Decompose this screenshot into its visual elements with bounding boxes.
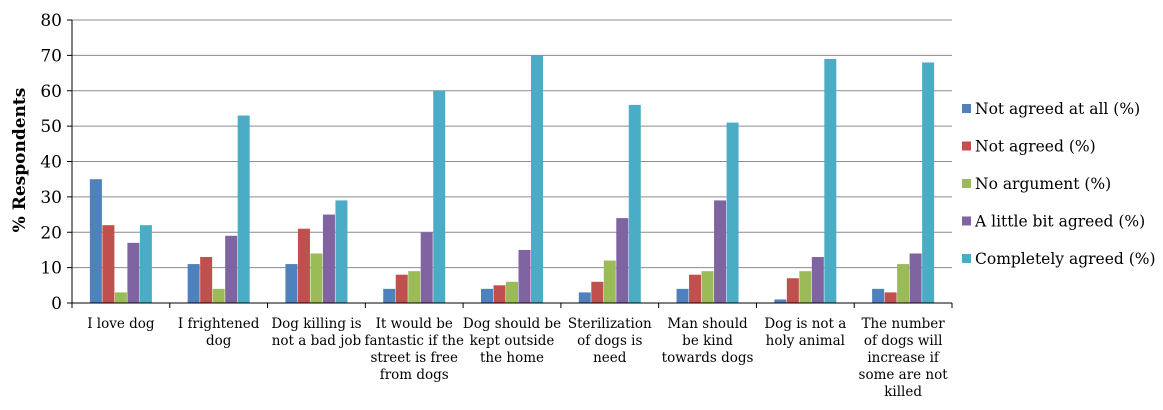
legend-label: Completely agreed (%)	[975, 250, 1156, 268]
legend-swatch	[962, 179, 971, 188]
bar	[335, 200, 348, 303]
x-category-labels: I love dog I frightened dog Dog killing is n…	[87, 316, 948, 400]
legend-label: Not agreed (%)	[975, 138, 1096, 156]
bar	[433, 90, 446, 303]
bar	[578, 292, 591, 303]
x-category-label: The number of dogs will increase if some ar…	[859, 316, 949, 400]
bar	[714, 200, 727, 303]
y-tick-labels: 0 10 20 30 40 50 60 70 80	[40, 11, 62, 314]
bar	[322, 214, 335, 303]
bar	[824, 58, 837, 303]
bar	[689, 274, 702, 303]
x-category-label: I frightened dog	[178, 316, 260, 349]
bar	[603, 260, 616, 303]
bar	[139, 225, 152, 303]
bar	[395, 274, 408, 303]
legend-label: A little bit agreed (%)	[974, 213, 1145, 231]
legend-swatch	[962, 254, 971, 263]
bar	[89, 179, 102, 303]
legend-swatch	[962, 104, 971, 113]
bar	[481, 288, 493, 303]
y-tick-label: 60	[40, 82, 62, 102]
bar	[102, 225, 115, 303]
y-tick-label: 50	[40, 117, 62, 137]
bar	[420, 232, 433, 303]
x-category-label: Man should be kind towards dogs	[662, 316, 754, 366]
bar	[591, 281, 604, 303]
bar	[726, 122, 739, 304]
bar	[774, 299, 787, 303]
x-category-label: Dog should be kept outside the home	[463, 316, 561, 366]
bar	[922, 62, 935, 304]
x-category-label: Sterilization of dogs is need	[568, 316, 652, 366]
bar	[872, 288, 885, 303]
bars	[89, 55, 935, 304]
x-category-label: Dog is not a holy animal	[764, 316, 846, 349]
bar	[114, 292, 127, 303]
y-axis-title: % Respondents	[10, 88, 30, 233]
axes	[67, 19, 953, 308]
y-tick-label: 70	[40, 46, 62, 66]
bar	[408, 271, 421, 303]
bar	[786, 278, 799, 303]
bar	[225, 235, 238, 303]
bar	[628, 104, 641, 304]
bar	[506, 281, 518, 303]
legend-swatch	[962, 216, 971, 226]
legend-label: Not agreed at all (%)	[975, 100, 1140, 118]
bar	[493, 285, 506, 303]
y-tick-label: 80	[40, 11, 62, 31]
bar	[897, 264, 910, 303]
bar	[212, 288, 225, 303]
bar	[518, 249, 531, 303]
bar	[884, 292, 897, 303]
legend-swatch	[962, 141, 971, 151]
bar	[187, 264, 200, 303]
y-tick-label: 30	[40, 188, 62, 208]
bar	[200, 257, 213, 303]
bar	[909, 253, 922, 303]
y-tick-label: 10	[40, 259, 62, 279]
bar	[531, 55, 543, 303]
y-tick-label: 20	[40, 223, 62, 243]
bar	[811, 257, 824, 303]
bar	[676, 288, 689, 303]
bar	[310, 253, 323, 303]
bar	[285, 264, 298, 303]
gridlines	[72, 19, 952, 269]
bar	[237, 115, 250, 303]
bar	[297, 228, 310, 303]
bar	[799, 271, 812, 303]
bar	[383, 288, 396, 303]
y-tick-label: 40	[40, 153, 62, 173]
legend: Not agreed at all (%) Not agreed (%) No ar…	[962, 100, 1156, 268]
bar	[701, 271, 714, 303]
x-category-label: It would be fantastic if the street is fre…	[364, 316, 463, 383]
x-category-label: I love dog	[87, 316, 155, 332]
x-category-label: Dog killing is not a bad job	[271, 316, 361, 349]
legend-label: No argument (%)	[975, 175, 1111, 193]
bar	[616, 218, 629, 303]
bar	[127, 242, 140, 303]
y-tick-label: 0	[51, 294, 62, 314]
